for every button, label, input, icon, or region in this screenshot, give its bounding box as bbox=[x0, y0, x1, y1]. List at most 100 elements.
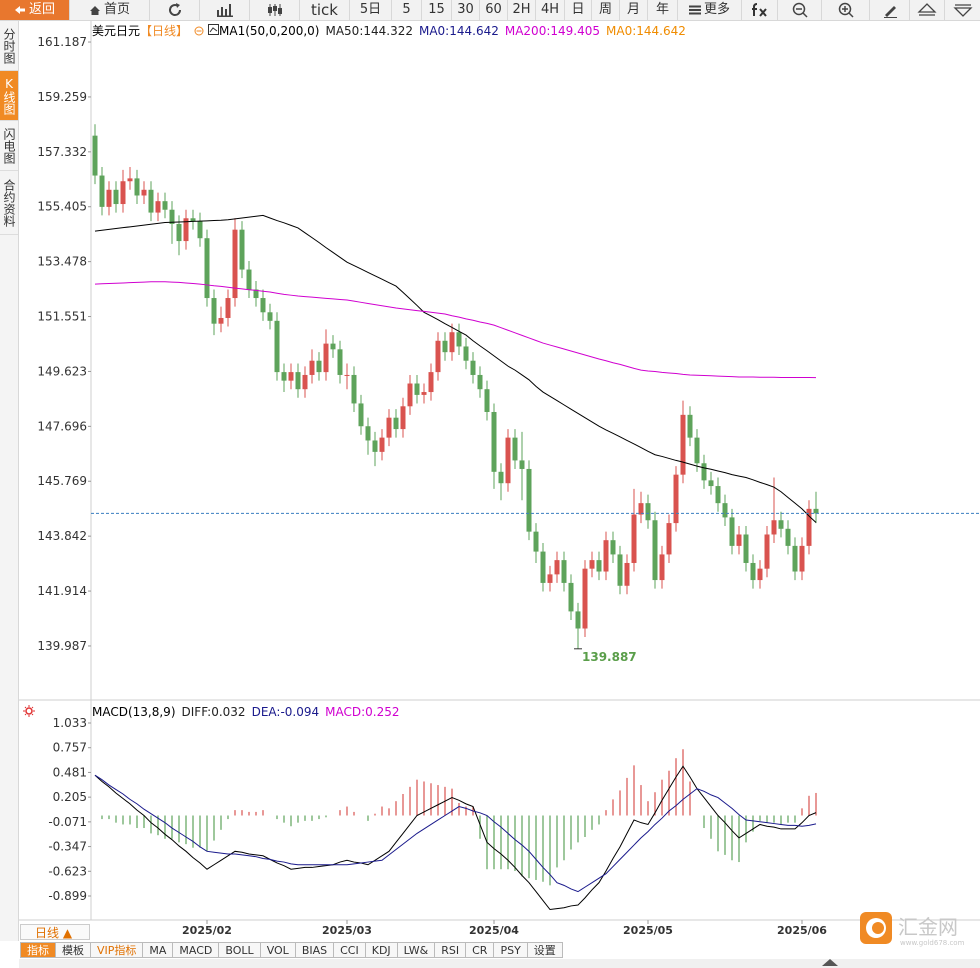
legend-label: MA200:149.405 bbox=[504, 23, 600, 38]
sidebar-tab-active[interactable]: K线图 bbox=[0, 71, 18, 121]
period-button[interactable]: 2H bbox=[508, 0, 536, 20]
sidebar-tab[interactable]: 闪电图 bbox=[0, 121, 18, 171]
indicator-tab[interactable]: CCI bbox=[334, 942, 366, 958]
period-label: 日 bbox=[571, 2, 585, 17]
candle-body bbox=[232, 229, 238, 299]
candle-button[interactable] bbox=[250, 0, 300, 20]
candle-body bbox=[582, 568, 588, 629]
candle-body bbox=[113, 189, 119, 205]
candle-body bbox=[687, 414, 693, 438]
indicator-tab[interactable]: BOLL bbox=[219, 942, 261, 958]
ma-line bbox=[94, 281, 817, 379]
indicator-tab[interactable]: BIAS bbox=[295, 942, 335, 958]
candle-body bbox=[414, 383, 420, 395]
candle-body bbox=[267, 312, 273, 321]
zoom-in-button[interactable] bbox=[822, 0, 870, 20]
candle-body bbox=[309, 360, 315, 375]
bars-button[interactable] bbox=[200, 0, 250, 20]
zoom-out-button[interactable] bbox=[778, 0, 822, 20]
candle-body bbox=[554, 560, 560, 575]
tick-button[interactable]: tick bbox=[300, 0, 350, 20]
indicator-tab[interactable]: VOL bbox=[260, 942, 296, 958]
logo: 汇金网 www.gold678.com bbox=[860, 912, 965, 947]
candle-body bbox=[183, 218, 189, 242]
candle-body bbox=[680, 414, 686, 475]
macd-label: DEA:-0.094 bbox=[251, 705, 320, 719]
fx-icon bbox=[751, 3, 767, 17]
candle-body bbox=[659, 554, 665, 581]
candle-body bbox=[316, 360, 322, 373]
indicator-tab[interactable]: 指标 bbox=[20, 942, 56, 958]
candle-body bbox=[568, 582, 574, 612]
more-button[interactable]: 更多 bbox=[678, 0, 742, 20]
period-button[interactable]: 年 bbox=[648, 0, 678, 20]
macd-settings-icon[interactable] bbox=[23, 705, 35, 717]
candle-body bbox=[477, 374, 483, 390]
period-label: 周 bbox=[598, 2, 612, 17]
period-button[interactable]: 5 bbox=[392, 0, 422, 20]
indicator-label: MA1(50,0,200,0) bbox=[208, 23, 319, 38]
dea-line bbox=[94, 774, 817, 893]
candle-body bbox=[246, 269, 252, 290]
indicator-tab[interactable]: LW& bbox=[397, 942, 436, 958]
indicator-tab[interactable]: RSI bbox=[435, 942, 467, 958]
indicator-tab[interactable]: MACD bbox=[173, 942, 220, 958]
period-button[interactable]: 4H bbox=[536, 0, 565, 20]
sidebar-tab[interactable]: 合约资料 bbox=[0, 171, 18, 235]
candle-body bbox=[169, 209, 175, 224]
scroll-handle[interactable] bbox=[822, 959, 838, 966]
refresh-icon bbox=[168, 3, 181, 16]
y-tick-label: 147.696 bbox=[37, 419, 87, 433]
scrollbar[interactable] bbox=[19, 959, 980, 968]
candle-body bbox=[442, 340, 448, 353]
back-button[interactable]: 返回 bbox=[0, 0, 70, 20]
indicator-tab[interactable]: MA bbox=[143, 942, 174, 958]
period-button[interactable]: 日 bbox=[565, 0, 592, 20]
candle-body bbox=[134, 178, 140, 196]
y-tick-label: -0.347 bbox=[48, 840, 87, 854]
indicator-tab[interactable]: VIP指标 bbox=[91, 942, 144, 958]
refresh-button[interactable] bbox=[150, 0, 200, 20]
home-icon bbox=[89, 5, 100, 15]
indicator-tab[interactable]: 设置 bbox=[527, 942, 563, 958]
sidebar-tab[interactable]: 分时图 bbox=[0, 21, 18, 71]
y-tick-label: 161.187 bbox=[37, 35, 87, 49]
period-button[interactable]: 30 bbox=[452, 0, 480, 20]
draw-button[interactable] bbox=[870, 0, 910, 20]
period-button[interactable]: 60 bbox=[480, 0, 508, 20]
indicator-tab[interactable]: CR bbox=[466, 942, 495, 958]
candle-body bbox=[323, 343, 329, 373]
candle-body bbox=[806, 508, 812, 546]
candle-body bbox=[456, 332, 462, 347]
candle-body bbox=[673, 474, 679, 524]
period-button[interactable]: 周 bbox=[592, 0, 620, 20]
candle-body bbox=[729, 517, 735, 546]
indicator-tab[interactable]: PSY bbox=[494, 942, 528, 958]
bars-icon bbox=[216, 4, 233, 17]
y-tick-label: 157.332 bbox=[37, 145, 87, 159]
candle-body bbox=[540, 551, 546, 583]
y-tick-label: -0.899 bbox=[48, 889, 87, 903]
candle-body bbox=[106, 189, 112, 207]
back-label: 返回 bbox=[28, 2, 55, 17]
up-button[interactable] bbox=[910, 0, 945, 20]
down-button[interactable] bbox=[945, 0, 980, 20]
period-button[interactable]: 月 bbox=[620, 0, 648, 20]
fx-button[interactable] bbox=[742, 0, 778, 20]
toolbar: 返回 首页 tick 5日 5 15 30 60 2H 4H 日 周 月 年 更… bbox=[0, 0, 980, 21]
indicator-tab[interactable]: KDJ bbox=[365, 942, 398, 958]
period-label: 30 bbox=[457, 2, 474, 17]
period-selector[interactable]: 日线 ▲ bbox=[20, 924, 90, 940]
candle-body bbox=[155, 201, 161, 213]
candle-body bbox=[344, 374, 350, 376]
period-label: 4H bbox=[540, 2, 560, 17]
indicator-tab[interactable]: 模板 bbox=[56, 942, 91, 958]
period-button[interactable]: 5日 bbox=[350, 0, 392, 20]
candle-body bbox=[435, 340, 441, 373]
candle-body bbox=[715, 486, 721, 504]
period-button[interactable]: 15 bbox=[422, 0, 452, 20]
candle-body bbox=[708, 480, 714, 487]
home-button[interactable]: 首页 bbox=[70, 0, 150, 20]
candle-body bbox=[386, 417, 392, 438]
